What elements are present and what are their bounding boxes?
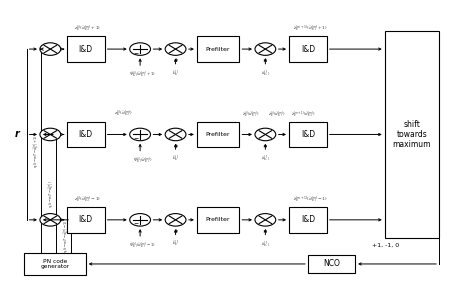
Text: $s_k(t{-}mT{-}\hat{d}_{k,l}^{(m)})$: $s_k(t{-}mT{-}\hat{d}_{k,l}^{(m)})$ xyxy=(47,180,57,208)
Circle shape xyxy=(130,128,151,141)
Text: $\hat{\Psi}_{k,l}^{(i)}(\hat{d}_{k,l}^{(m)})$: $\hat{\Psi}_{k,l}^{(i)}(\hat{d}_{k,l}^{(… xyxy=(133,156,152,166)
Text: $\hat{\alpha}_{k,l}^{(i)}$: $\hat{\alpha}_{k,l}^{(i)}$ xyxy=(261,154,270,164)
Text: Prefilter: Prefilter xyxy=(206,217,230,222)
Text: r: r xyxy=(15,130,19,140)
Bar xyxy=(67,36,105,62)
Text: $\ast$: $\ast$ xyxy=(263,142,268,150)
Circle shape xyxy=(255,214,276,226)
Bar xyxy=(197,36,239,62)
Text: Prefilter: Prefilter xyxy=(206,47,230,51)
Bar xyxy=(197,207,239,233)
Text: $z_k^{(i)}(\hat{d}_{k,l}^{(m)}+1)$: $z_k^{(i)}(\hat{d}_{k,l}^{(m)}+1)$ xyxy=(74,24,102,34)
Circle shape xyxy=(130,214,151,226)
Text: $s_k(t{-}mT{-}\hat{d}_{k,l}^{(m)}{-}1)$: $s_k(t{-}mT{-}\hat{d}_{k,l}^{(m)}{-}1)$ xyxy=(62,219,73,253)
Text: $\hat{z}_k^{(m+1)}(\hat{d}_{k,l}^{(m)})$: $\hat{z}_k^{(m+1)}(\hat{d}_{k,l}^{(m)})$ xyxy=(291,110,316,120)
Text: $\bar{z}_k^{(i)}(\hat{d}_{k,l}^{(m)})$: $\bar{z}_k^{(i)}(\hat{d}_{k,l}^{(m)})$ xyxy=(242,110,260,120)
Text: I&D: I&D xyxy=(79,45,93,53)
Text: $-$: $-$ xyxy=(133,221,140,226)
Text: $\hat{b}_k^{(i)}$: $\hat{b}_k^{(i)}$ xyxy=(172,68,180,79)
Text: $\ast$: $\ast$ xyxy=(263,56,268,64)
Bar xyxy=(67,122,105,147)
Circle shape xyxy=(40,214,61,226)
Circle shape xyxy=(165,43,186,55)
Circle shape xyxy=(40,128,61,141)
Text: PN code
generator: PN code generator xyxy=(40,259,70,269)
Text: $\ast$: $\ast$ xyxy=(263,227,268,235)
Text: I&D: I&D xyxy=(79,215,93,224)
Text: $\ast$: $\ast$ xyxy=(173,142,179,150)
Bar xyxy=(289,122,327,147)
Text: $-$: $-$ xyxy=(133,135,140,140)
Text: $\hat{\alpha}_{k,l}^{(i)}$: $\hat{\alpha}_{k,l}^{(i)}$ xyxy=(261,239,270,250)
Bar xyxy=(24,253,86,275)
Text: I&D: I&D xyxy=(301,130,315,139)
Bar xyxy=(197,122,239,147)
Text: $-$: $-$ xyxy=(133,50,140,55)
Text: $z_k^{(i)}(\hat{d}_{k,l}^{(m)})$: $z_k^{(i)}(\hat{d}_{k,l}^{(m)})$ xyxy=(114,109,133,119)
Text: $s_k(t{-}mT{-}\hat{d}_{k,l}^{(m)}{+}1)$: $s_k(t{-}mT{-}\hat{d}_{k,l}^{(m)}{+}1)$ xyxy=(32,134,42,168)
Bar xyxy=(289,207,327,233)
Circle shape xyxy=(130,43,151,55)
Bar xyxy=(289,36,327,62)
Circle shape xyxy=(255,128,276,141)
Text: Prefilter: Prefilter xyxy=(206,132,230,137)
Circle shape xyxy=(165,128,186,141)
Text: $\hat{\Psi}_{k,l}^{(i)}(\hat{d}_{k,l}^{(m)}+1)$: $\hat{\Psi}_{k,l}^{(i)}(\hat{d}_{k,l}^{(… xyxy=(129,70,156,80)
Text: I&D: I&D xyxy=(301,215,315,224)
Circle shape xyxy=(40,43,61,55)
Text: +1, -1, 0: +1, -1, 0 xyxy=(372,243,399,248)
Bar xyxy=(385,31,439,238)
Text: $\hat{\Psi}_{k,l}^{(i)}(\hat{d}_{k,l}^{(m)}-1)$: $\hat{\Psi}_{k,l}^{(i)}(\hat{d}_{k,l}^{(… xyxy=(129,241,156,251)
Text: I&D: I&D xyxy=(301,45,315,53)
Text: $\tilde{z}_k^{(i)}(\hat{d}_{k,l}^{(m)})$: $\tilde{z}_k^{(i)}(\hat{d}_{k,l}^{(m)})$ xyxy=(268,110,286,120)
Text: shift
towards
maximum: shift towards maximum xyxy=(392,120,431,149)
Text: $\hat{b}_k^{(i)}$: $\hat{b}_k^{(i)}$ xyxy=(172,154,180,164)
Text: $z_k^{(i)}(\hat{d}_{k,l}^{(m)}-1)$: $z_k^{(i)}(\hat{d}_{k,l}^{(m)}-1)$ xyxy=(74,194,102,205)
Bar xyxy=(67,207,105,233)
Text: $\hat{z}_k^{(m+1)}(\hat{d}_{k,l}^{(m)}+1)$: $\hat{z}_k^{(m+1)}(\hat{d}_{k,l}^{(m)}+1… xyxy=(293,24,328,34)
Text: I&D: I&D xyxy=(79,130,93,139)
Text: $\hat{b}_k^{(i)}$: $\hat{b}_k^{(i)}$ xyxy=(172,239,180,249)
Text: $\ast$: $\ast$ xyxy=(173,227,179,235)
Circle shape xyxy=(165,214,186,226)
Text: $\hat{\alpha}_{k,l}^{(i)}$: $\hat{\alpha}_{k,l}^{(i)}$ xyxy=(261,68,270,79)
Circle shape xyxy=(255,43,276,55)
Text: $\ast$: $\ast$ xyxy=(173,56,179,64)
Text: NCO: NCO xyxy=(323,259,340,269)
Bar xyxy=(308,255,355,273)
Text: $\hat{z}_k^{(m+1)}(\hat{d}_{k,l}^{(m)}-1)$: $\hat{z}_k^{(m+1)}(\hat{d}_{k,l}^{(m)}-1… xyxy=(293,194,328,205)
